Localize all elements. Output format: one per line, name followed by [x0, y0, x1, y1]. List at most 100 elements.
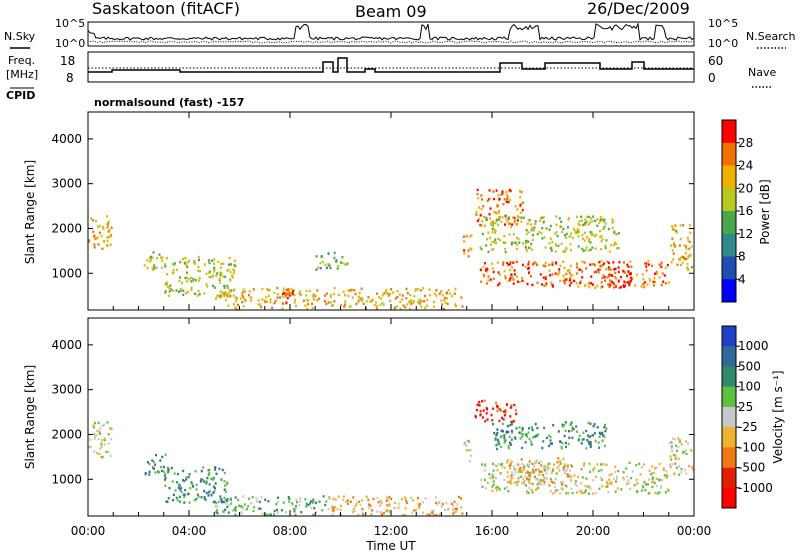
velocity-echo-cell [318, 500, 321, 503]
velocity-echo-cell [357, 500, 360, 503]
power-echo-cell [438, 292, 441, 295]
velocity-echo-cell [261, 512, 264, 515]
power-colorbar-tick-label: 4 [738, 272, 746, 286]
velocity-echo-cell [615, 480, 617, 483]
velocity-echo-cell [93, 433, 96, 436]
velocity-echo-cell [546, 468, 549, 471]
power-echo-cell [557, 244, 560, 247]
power-echo-cell [212, 274, 215, 277]
power-echo-cell [687, 267, 690, 271]
power-echo-cell [504, 241, 507, 244]
station-title: Saskatoon (fitACF) [92, 0, 240, 18]
velocity-echo-cell [570, 429, 573, 432]
power-echo-cell [584, 222, 586, 225]
power-echo-cell [615, 233, 618, 236]
power-echo-cell [612, 220, 615, 223]
power-echo-cell [106, 226, 109, 229]
power-echo-cell [527, 219, 530, 222]
velocity-echo-cell [412, 499, 415, 502]
power-echo-cell [480, 280, 483, 283]
velocity-echo-cell [222, 510, 225, 513]
velocity-echo-cell [528, 427, 530, 430]
power-echo-cell [654, 280, 657, 284]
power-echo-cell [660, 283, 663, 287]
velocity-echo-cell [164, 472, 167, 476]
power-echo-cell [213, 262, 215, 265]
power-echo-cell [690, 245, 693, 248]
velocity-echo-cell [643, 463, 646, 466]
velocity-echo-cell [501, 465, 504, 468]
power-echo-cell [290, 287, 293, 291]
power-echo-cell [95, 220, 97, 223]
velocity-echo-cell [610, 483, 613, 486]
power-colorbar-swatch [722, 188, 736, 212]
velocity-echo-cell [601, 485, 604, 488]
power-echo-cell [493, 197, 496, 201]
power-echo-cell [565, 232, 568, 236]
power-echo-cell [190, 286, 193, 290]
velocity-echo-cell [310, 500, 312, 503]
power-colorbar-swatch [722, 256, 736, 280]
power-echo-cell [605, 239, 608, 242]
power-echo-cell [291, 293, 294, 296]
power-echo-cell [607, 283, 610, 286]
velocity-echo-cell [605, 485, 608, 488]
power-echo-cell [663, 274, 666, 277]
velocity-echo-cell [691, 468, 694, 471]
power-echo-cell [228, 289, 231, 292]
power-echo-cell [627, 270, 630, 273]
velocity-echo-cell [654, 467, 656, 470]
power-echo-cell [292, 288, 295, 292]
power-echo-cell [560, 242, 563, 245]
power-echo-cell [234, 306, 237, 309]
power-echo-cell [358, 291, 361, 295]
time-x-axis-label: Time UT [365, 539, 416, 553]
power-echo-cell [347, 294, 350, 297]
power-echo-cell [615, 277, 618, 280]
velocity-echo-cell [171, 480, 174, 483]
velocity-echo-cell [486, 418, 489, 421]
power-echo-cell [658, 263, 661, 267]
velocity-echo-cell [397, 506, 400, 509]
power-echo-cell [93, 246, 96, 249]
velocity-echo-cell [588, 435, 591, 439]
velocity-echo-cell [572, 428, 575, 431]
power-echo-cell [467, 249, 470, 252]
power-echo-cell [408, 307, 411, 311]
power-echo-cell [544, 284, 547, 287]
velocity-echo-cell [549, 477, 552, 481]
power-echo-cell [181, 281, 184, 285]
power-echo-cell [508, 278, 511, 282]
velocity-echo-cell [565, 485, 568, 488]
power-echo-cell [109, 235, 112, 238]
power-echo-cell [281, 307, 284, 310]
velocity-echo-cell [492, 462, 494, 465]
velocity-echo-cell [521, 481, 524, 485]
power-echo-cell [603, 218, 606, 221]
power-echo-cell [307, 299, 310, 302]
velocity-echo-cell [160, 465, 162, 469]
velocity-echo-cell [506, 480, 509, 483]
velocity-echo-cell [589, 470, 591, 474]
power-echo-cell [108, 229, 111, 232]
velocity-echo-cell [293, 508, 296, 511]
velocity-echo-cell [183, 501, 186, 504]
power-echo-cell [219, 281, 222, 284]
velocity-echo-cell [598, 487, 601, 490]
power-echo-cell [551, 273, 554, 276]
power-echo-cell [293, 301, 296, 304]
velocity-echo-cell [589, 441, 592, 444]
velocity-echo-cell [304, 498, 307, 501]
velocity-echo-cell [324, 503, 327, 507]
power-echo-cell [405, 297, 408, 300]
velocity-echo-cell [528, 481, 531, 484]
velocity-echo-cell [593, 466, 596, 470]
velocity-echo-cell [336, 508, 339, 511]
power-echo-cell [274, 299, 277, 303]
velocity-echo-cell [379, 510, 382, 514]
velocity-echo-cell [543, 483, 546, 486]
power-echo-cell [686, 236, 689, 239]
power-echo-cell [106, 236, 109, 239]
velocity-echo-cell [563, 434, 566, 438]
power-echo-cell [192, 279, 195, 282]
